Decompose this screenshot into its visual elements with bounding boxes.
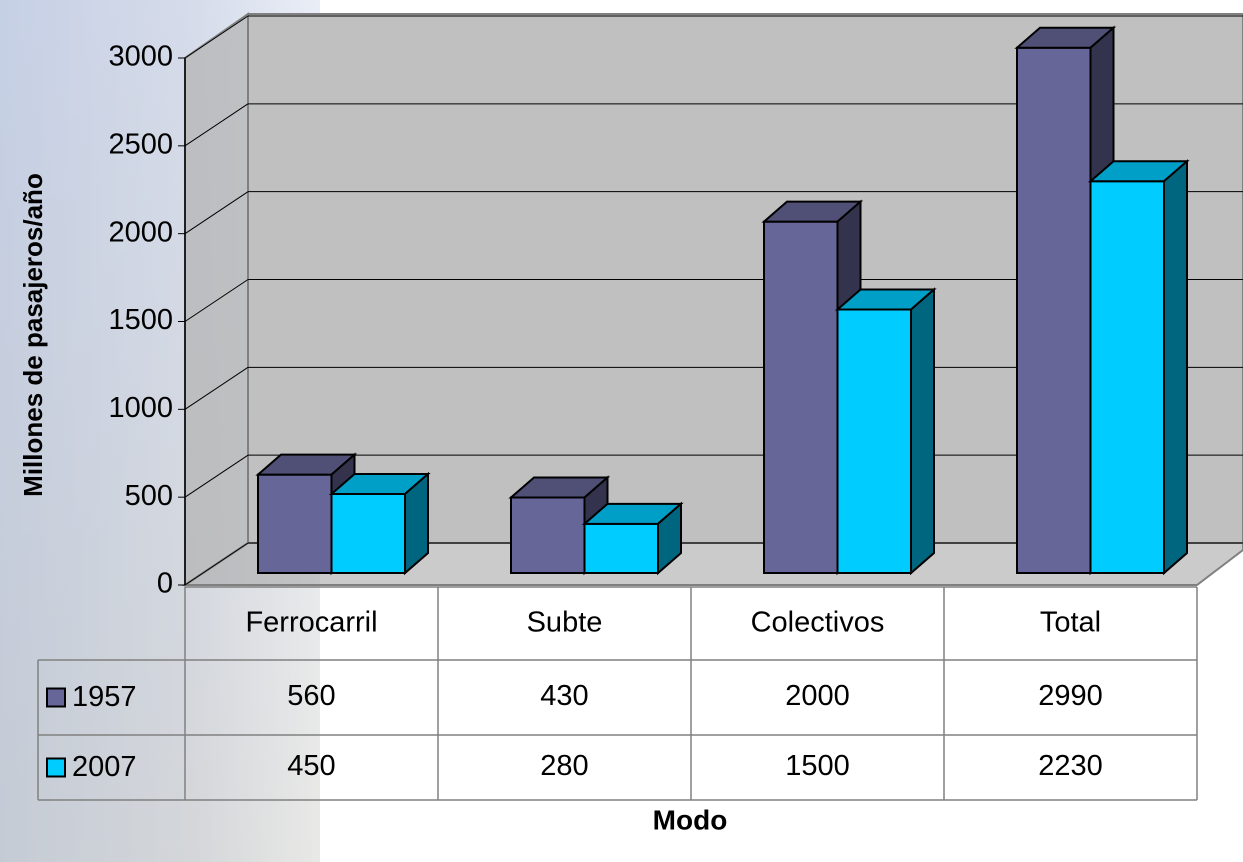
y-tick-label: 3000 bbox=[108, 41, 173, 73]
bar bbox=[1016, 46, 1092, 575]
legend-swatch bbox=[46, 687, 66, 708]
table-value: 560 bbox=[287, 680, 335, 712]
bar bbox=[257, 473, 333, 575]
data-table: Ferrocarril 560 450 Subte 430 280 Colectivos 20… bbox=[37, 586, 1198, 801]
side-wall bbox=[184, 12, 249, 587]
legend-label: 2007 bbox=[72, 751, 137, 783]
grid-line bbox=[184, 15, 249, 59]
y-tick-label: 1500 bbox=[108, 304, 173, 336]
bar bbox=[1089, 180, 1165, 574]
grid-line bbox=[184, 279, 249, 322]
grid-line bbox=[184, 103, 249, 147]
y-tick-label: 0 bbox=[157, 568, 173, 600]
legend-label: 1957 bbox=[72, 681, 137, 713]
y-tick-label: 2500 bbox=[108, 128, 173, 160]
legend-swatch bbox=[46, 757, 66, 778]
table-value: 2230 bbox=[1038, 750, 1103, 782]
category-label: Subte bbox=[527, 607, 603, 639]
bar-side bbox=[404, 471, 429, 576]
table-value: 280 bbox=[540, 750, 588, 782]
bar-side bbox=[657, 501, 682, 576]
bar bbox=[583, 522, 659, 575]
category-label: Ferrocarril bbox=[245, 607, 377, 639]
y-tick-label: 1000 bbox=[108, 392, 173, 424]
table-value: 450 bbox=[287, 750, 335, 782]
table-value: 1500 bbox=[785, 750, 850, 782]
y-tick-label: 500 bbox=[125, 480, 173, 512]
y-tick-label: 2000 bbox=[108, 216, 173, 248]
y-axis-title: Millones de pasajeros/año bbox=[18, 173, 48, 497]
table-value: 2990 bbox=[1038, 680, 1103, 712]
bar bbox=[330, 492, 406, 575]
bar bbox=[836, 308, 912, 574]
table-value: 2000 bbox=[785, 680, 850, 712]
table-value: 430 bbox=[540, 680, 588, 712]
bars bbox=[255, 25, 1190, 576]
grid-line bbox=[184, 454, 249, 498]
x-axis-title: Modo bbox=[653, 804, 728, 835]
bar-side bbox=[1163, 159, 1188, 576]
grid-line bbox=[184, 191, 249, 235]
bar bbox=[763, 220, 839, 575]
bar-side bbox=[910, 287, 935, 576]
category-label: Colectivos bbox=[751, 607, 885, 639]
category-label: Total bbox=[1040, 607, 1101, 639]
grid-line bbox=[184, 366, 249, 410]
grid-line bbox=[184, 542, 249, 586]
bar bbox=[510, 496, 586, 575]
